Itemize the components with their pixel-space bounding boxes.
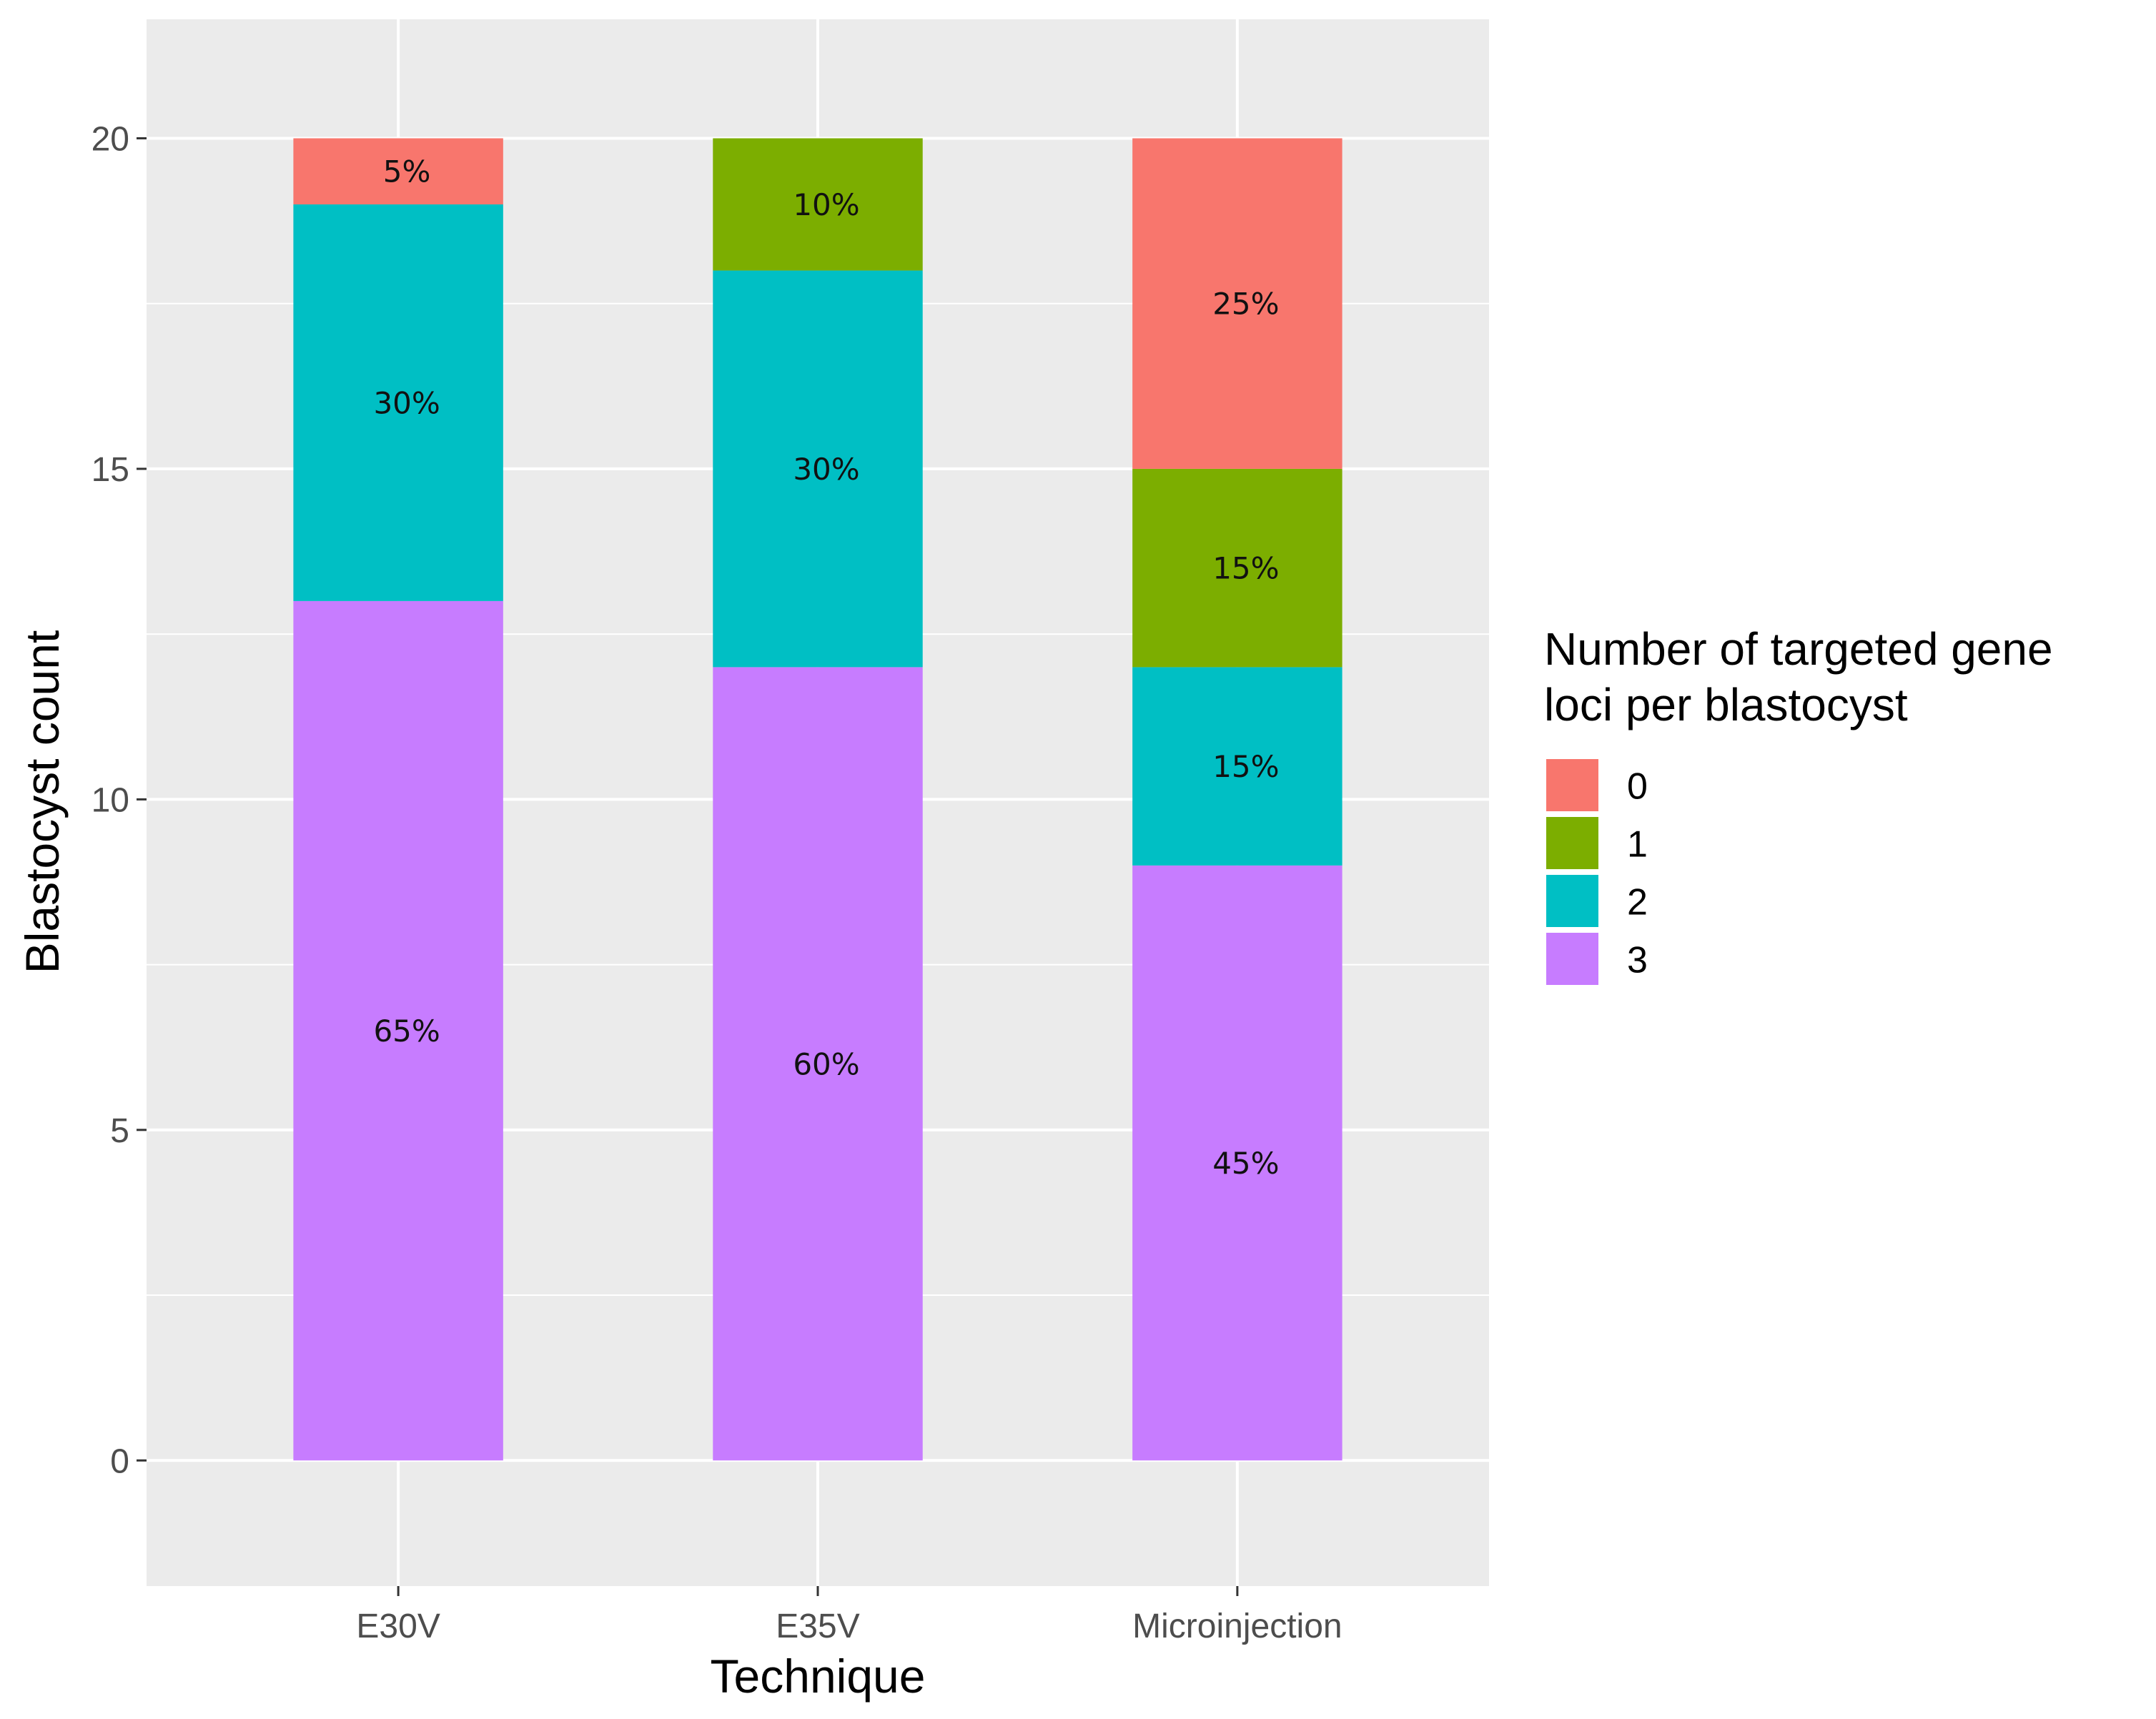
legend-key-2 (1546, 875, 1598, 927)
legend-title-line-2: loci per blastocyst (1544, 679, 1908, 730)
legend-items: 0 1 2 3 (1546, 759, 1648, 985)
legend: Number of targeted gene loci per blastoc… (1544, 623, 2053, 985)
bar-data-label: 30% (793, 452, 859, 487)
bar-data-label: 15% (1212, 551, 1279, 586)
bar-data-label: 15% (1212, 749, 1279, 784)
x-tick-label: E35V (776, 1607, 859, 1645)
bar-data-label: 30% (373, 385, 440, 420)
bar-labels: 65% 30% 5% 60% 30% 10% 45% 15% 15% 25% (373, 154, 1279, 1181)
x-tick-label: E30V (356, 1607, 440, 1645)
x-axis: E30V E35V Microinjection (356, 1586, 1342, 1645)
legend-title-line-1: Number of targeted gene (1544, 623, 2053, 675)
bar-segment-e35v-loci-3 (713, 667, 923, 1461)
y-tick-label: 10 (92, 781, 129, 819)
bars (293, 138, 1342, 1461)
bar-data-label: 25% (1212, 287, 1279, 322)
bar-segment-microinjection-loci-3 (1132, 865, 1342, 1461)
bar-segment-microinjection-loci-2 (1132, 667, 1342, 866)
y-axis: 0 5 10 15 20 (92, 120, 147, 1480)
bar-data-label: 45% (1212, 1146, 1279, 1181)
bar-segment-microinjection-loci-1 (1132, 468, 1342, 668)
legend-key-3 (1546, 933, 1598, 985)
y-axis-title: Blastocyst count (16, 630, 69, 974)
legend-label-0: 0 (1627, 766, 1648, 808)
bar-segment-e30v-loci-2 (293, 204, 503, 601)
legend-key-0 (1546, 759, 1598, 811)
bar-data-label: 60% (793, 1046, 859, 1081)
bar-segment-e30v-loci-3 (293, 600, 503, 1461)
bar-segment-microinjection-loci-0 (1132, 138, 1342, 469)
bar-data-label: 10% (793, 187, 859, 222)
bar-segment-e35v-loci-2 (713, 270, 923, 668)
y-tick-label: 0 (110, 1442, 129, 1480)
bar-data-label: 5% (383, 154, 431, 189)
y-tick-label: 5 (110, 1112, 129, 1150)
bar-segment-e35v-loci-1 (713, 138, 923, 271)
y-tick-label: 20 (92, 120, 129, 158)
legend-label-2: 2 (1627, 882, 1648, 923)
bar-data-label: 65% (373, 1014, 440, 1049)
bar-segment-e30v-loci-0 (293, 138, 503, 204)
legend-label-3: 3 (1627, 940, 1648, 981)
x-tick-label: Microinjection (1132, 1607, 1342, 1645)
legend-label-1: 1 (1627, 824, 1648, 866)
legend-key-1 (1546, 817, 1598, 869)
x-axis-title: Technique (711, 1650, 926, 1703)
y-tick-label: 15 (92, 451, 129, 489)
